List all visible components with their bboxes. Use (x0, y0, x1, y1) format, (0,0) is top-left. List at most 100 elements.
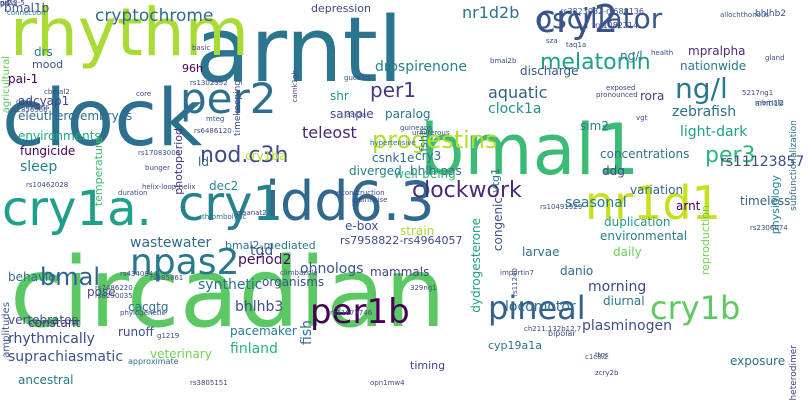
word: g1219 (157, 332, 180, 340)
word: arntl1b (755, 99, 784, 108)
word: rs6290035 (95, 292, 133, 300)
word: diurnal (603, 294, 645, 308)
word: rs4340844 (120, 270, 158, 278)
word: cry1ba (245, 149, 287, 163)
word: bmal2b (490, 57, 517, 65)
word: nr1d1 (585, 176, 721, 230)
word: reproduction (699, 205, 712, 276)
word: gr7a (0, 0, 17, 7)
word: nationwide (680, 59, 747, 73)
word: pointwise (354, 196, 388, 204)
word: zfaanat2 (236, 209, 267, 217)
word: basic (192, 44, 211, 52)
word: rs2856966 (10, 106, 48, 114)
word: exposed (606, 84, 636, 92)
word: light-dark (680, 124, 748, 140)
word: per1 (370, 78, 416, 102)
word: bhlhb2 (755, 9, 787, 19)
word: plasminogen (582, 318, 672, 334)
word: connection (7, 9, 46, 17)
word: csnk1e (372, 151, 415, 165)
word: synthetic (198, 277, 263, 293)
word: bmal1 (420, 109, 640, 191)
word: rs11123857 (720, 154, 805, 170)
word: vgt (636, 114, 648, 122)
word: nod.c3h (200, 143, 289, 168)
word: per3 (705, 143, 756, 168)
word: ng/l (675, 72, 728, 105)
word: constant (28, 316, 81, 330)
word: hypertensive (370, 139, 416, 147)
word: oscillator (535, 2, 663, 35)
word: eleuthero-embryos (18, 109, 133, 123)
word: amplitudes (1, 302, 12, 358)
word: reconstruction (334, 189, 385, 197)
word: vtg1 (489, 168, 502, 193)
word: mpralpha (688, 44, 746, 58)
word: allochthonous (720, 11, 770, 19)
word: rs7958822-rs4964057 (340, 234, 463, 247)
word: timeless (740, 194, 791, 208)
word: subfunctionalization (789, 120, 799, 211)
word: rhythmically (8, 331, 95, 347)
word: rs1082214 (595, 21, 639, 30)
word: cry1b (650, 289, 741, 327)
word: finland (230, 341, 278, 357)
word: strain (400, 224, 435, 238)
word: cacgtg (128, 300, 169, 314)
word: cbmal2 (44, 88, 70, 96)
word: npas2 (130, 242, 240, 283)
word: ohnologs (300, 261, 364, 277)
word: uriniferous (412, 129, 450, 137)
word: discharge (520, 64, 579, 78)
word: rs7486220 (95, 284, 133, 292)
word: daily (613, 245, 642, 259)
word: idd6.3 (265, 170, 435, 233)
word: climbazole (280, 269, 318, 277)
word: ddg (602, 164, 625, 178)
word: adcyap1 (18, 94, 70, 108)
word: importin7 (500, 269, 534, 277)
word: rs885861 (150, 274, 184, 282)
word: timekeeping (233, 80, 243, 136)
word: bunger (145, 164, 170, 172)
word: dcyc (16, 98, 33, 106)
word: vertebrates (8, 313, 78, 327)
word: cry2 (535, 0, 619, 41)
word: progestins (372, 126, 498, 154)
word: sleep (20, 159, 58, 175)
word: suprachiasmatic (8, 349, 124, 365)
word: bmal2-mediated (225, 239, 316, 252)
word: wastewater (130, 235, 212, 251)
word: cry1a. (2, 181, 152, 237)
word: melatonin (540, 50, 651, 75)
word: sample (330, 107, 374, 121)
word: arnt (676, 199, 701, 213)
word: sim2 (580, 119, 609, 133)
word: bmal1b (4, 1, 50, 15)
word: heterodimer (789, 345, 799, 401)
word: health (651, 49, 674, 57)
word: pose (87, 285, 116, 299)
word: mbmal2 (755, 99, 784, 107)
word: ch211.132b12.7 (524, 325, 582, 333)
word: sza (546, 37, 558, 45)
word: rs6486120 (194, 127, 232, 135)
word: circadian (10, 237, 446, 349)
word: thrombolytic (202, 213, 247, 221)
word: rs10462028 (26, 181, 69, 189)
word: seasonal (565, 195, 627, 211)
word: variation (630, 183, 684, 197)
word: 5217ng1 (742, 89, 774, 97)
word: 96h (182, 62, 203, 75)
word: zebrafish (672, 104, 737, 120)
word: mteg (206, 115, 225, 123)
word: pineal (488, 289, 586, 327)
word: aar3a (346, 111, 367, 119)
word: clockwork (412, 178, 522, 203)
word: rora (640, 89, 665, 103)
word: zcry2b (595, 369, 619, 377)
word: cry1 (178, 176, 284, 232)
word: duration (118, 189, 148, 197)
word: mood (32, 58, 64, 71)
